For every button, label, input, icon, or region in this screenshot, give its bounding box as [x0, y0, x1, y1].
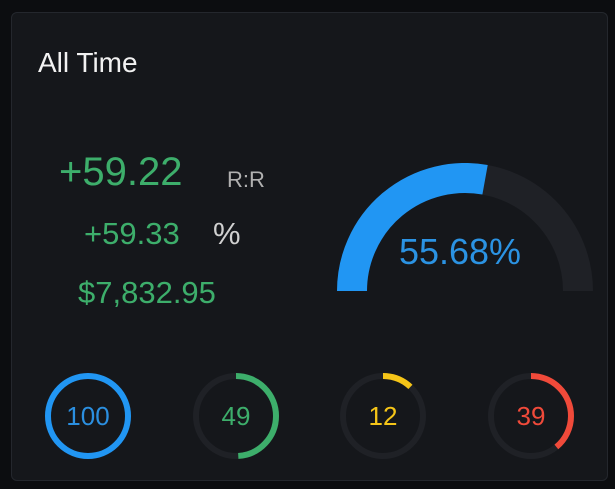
- win-rate-gauge: [337, 163, 593, 292]
- ring-green: 49: [191, 371, 281, 461]
- ring-red-graphic: [488, 373, 574, 459]
- percent-value: +59.33: [84, 216, 180, 251]
- ring-blue-value: 100: [66, 400, 110, 431]
- ring-green-graphic: [193, 373, 279, 459]
- ring-arc: [45, 373, 131, 459]
- ring-red: 39: [486, 371, 576, 461]
- gauge-fill: [337, 163, 488, 292]
- ring-blue-graphic: [45, 373, 131, 459]
- money-value: $7,832.95: [78, 275, 216, 310]
- reward-risk-value: +59.22: [59, 150, 183, 194]
- ring-yellow-graphic: [340, 373, 426, 459]
- ring-blue: 100: [43, 371, 133, 461]
- ring-yellow: 12: [338, 371, 428, 461]
- reward-risk-label: R:R: [227, 167, 265, 192]
- ring-arc: [193, 373, 279, 459]
- gauge-percentage: 55.68%: [398, 231, 522, 272]
- ring-green-value: 49: [221, 400, 251, 431]
- ring-yellow-value: 12: [368, 400, 398, 431]
- card-title: All Time: [38, 47, 138, 78]
- all-time-card: All Time +59.22 R:R +59.33 % $7,832.95 5…: [11, 12, 608, 481]
- ring-arc: [488, 373, 574, 459]
- stats-block: +59.22 R:R +59.33 % $7,832.95: [12, 13, 332, 333]
- ring-arc: [340, 373, 426, 459]
- percent-sign: %: [213, 216, 241, 251]
- ring-red-value: 39: [516, 400, 546, 431]
